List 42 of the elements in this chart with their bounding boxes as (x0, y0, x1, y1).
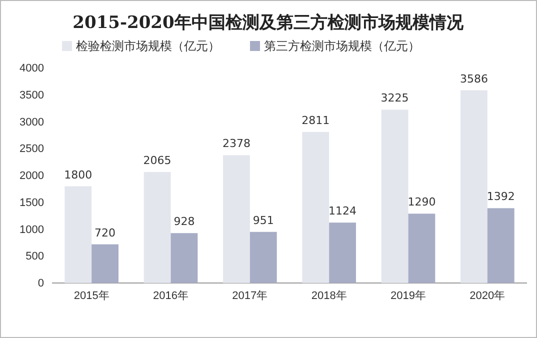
data-label: 3225 (380, 92, 409, 105)
legend-label: 检验检测市场规模（亿元） (76, 39, 220, 53)
bar (223, 155, 250, 283)
x-tick-label: 2019年 (390, 290, 426, 302)
bar (329, 222, 356, 283)
bar (144, 172, 171, 283)
x-tick-label: 2018年 (311, 290, 347, 302)
y-tick-label: 1000 (20, 224, 44, 236)
chart-title: 2015-2020年中国检测及第三方检测市场规模情况 (72, 13, 464, 33)
data-label: 951 (252, 214, 274, 227)
y-tick-label: 3000 (20, 116, 44, 128)
data-label: 2811 (302, 114, 330, 127)
x-tick-label: 2020年 (470, 290, 506, 302)
bar (381, 110, 408, 283)
y-tick-label: 1500 (20, 196, 44, 209)
bar (170, 233, 198, 283)
bar (408, 214, 436, 283)
data-label: 3586 (460, 72, 488, 86)
bar (64, 186, 92, 283)
y-tick-label: 500 (26, 250, 44, 263)
legend-label: 第三方检测市场规模（亿元） (264, 39, 420, 53)
y-tick-label: 2000 (20, 170, 44, 182)
data-label: 1800 (64, 168, 92, 182)
bar (460, 90, 488, 283)
x-tick-label: 2016年 (153, 290, 188, 302)
y-tick-label: 2500 (20, 143, 44, 156)
y-tick-label: 3500 (20, 89, 44, 102)
x-tick-label: 2017年 (232, 290, 268, 302)
data-label: 928 (174, 215, 195, 228)
bar (250, 232, 277, 283)
data-label: 720 (94, 226, 116, 240)
data-label: 1290 (408, 196, 436, 209)
x-tick-label: 2015年 (74, 290, 110, 302)
data-label: 2378 (222, 137, 250, 150)
data-label: 2065 (143, 154, 172, 168)
y-tick-label: 4000 (20, 62, 44, 75)
bar (92, 244, 118, 283)
data-label: 1124 (328, 204, 357, 218)
y-tick-label: 0 (38, 278, 44, 290)
bar (302, 132, 330, 283)
bar (487, 208, 514, 283)
data-label: 1392 (486, 190, 515, 204)
